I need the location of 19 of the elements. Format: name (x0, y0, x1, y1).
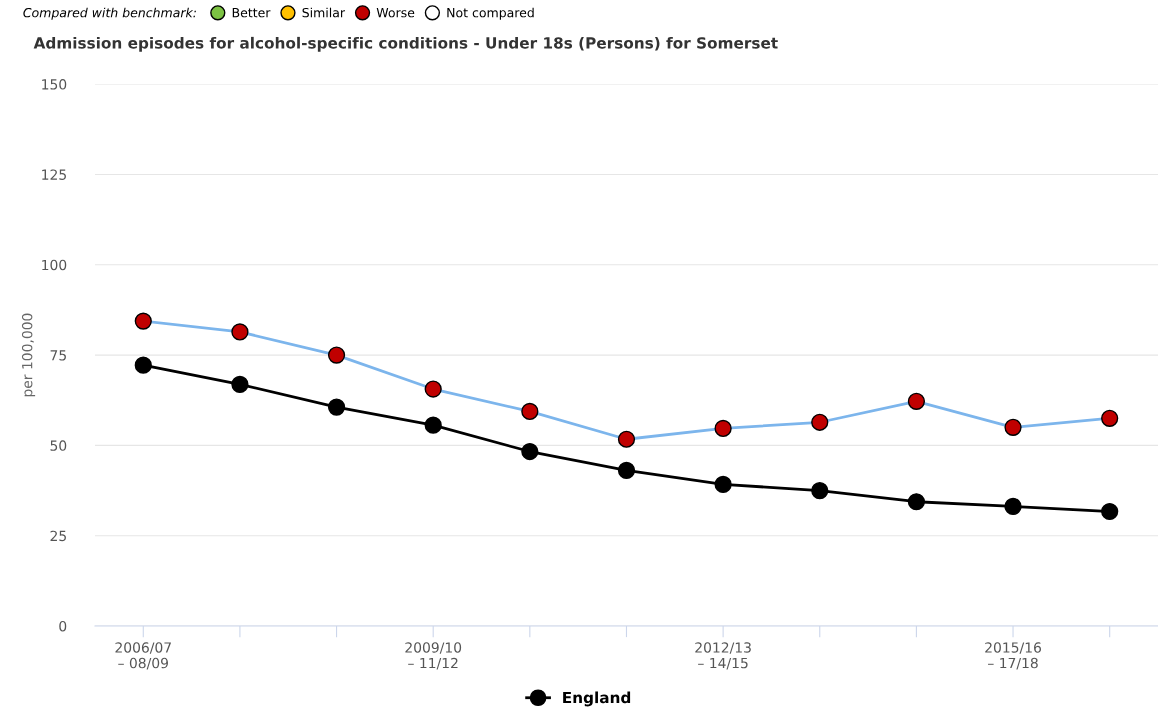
y-tick-label: 50 (50, 440, 67, 451)
legend-label: Not compared (447, 7, 534, 20)
x-tick-label: 2015/16 – 17/18 (985, 642, 1042, 670)
y-tick-label: 150 (42, 79, 67, 90)
y-tick-label: 100 (42, 259, 67, 271)
y-tick-label: 125 (42, 169, 66, 180)
legend-label: England (563, 691, 631, 707)
y-axis-title: per 100,000 (21, 313, 36, 397)
x-tick-label: 2006/07 – 08/09 (115, 642, 171, 670)
y-tick-label: 25 (50, 530, 66, 542)
y-tick-label: 0 (59, 620, 67, 632)
x-tick-label: 2012/13 – 14/15 (695, 642, 751, 670)
legend-label: Worse (376, 8, 415, 18)
legend-label: Better (232, 8, 271, 18)
legend-label: Similar (302, 7, 346, 18)
legend-title: Compared with benchmark: (23, 7, 196, 20)
y-tick-label: 75 (50, 350, 66, 361)
x-tick-label: 2009/10 – 11/12 (405, 642, 462, 670)
chart-title: Admission episodes for alcohol-specific conditions - Under 18s (Persons) for Somerset (33, 36, 778, 52)
